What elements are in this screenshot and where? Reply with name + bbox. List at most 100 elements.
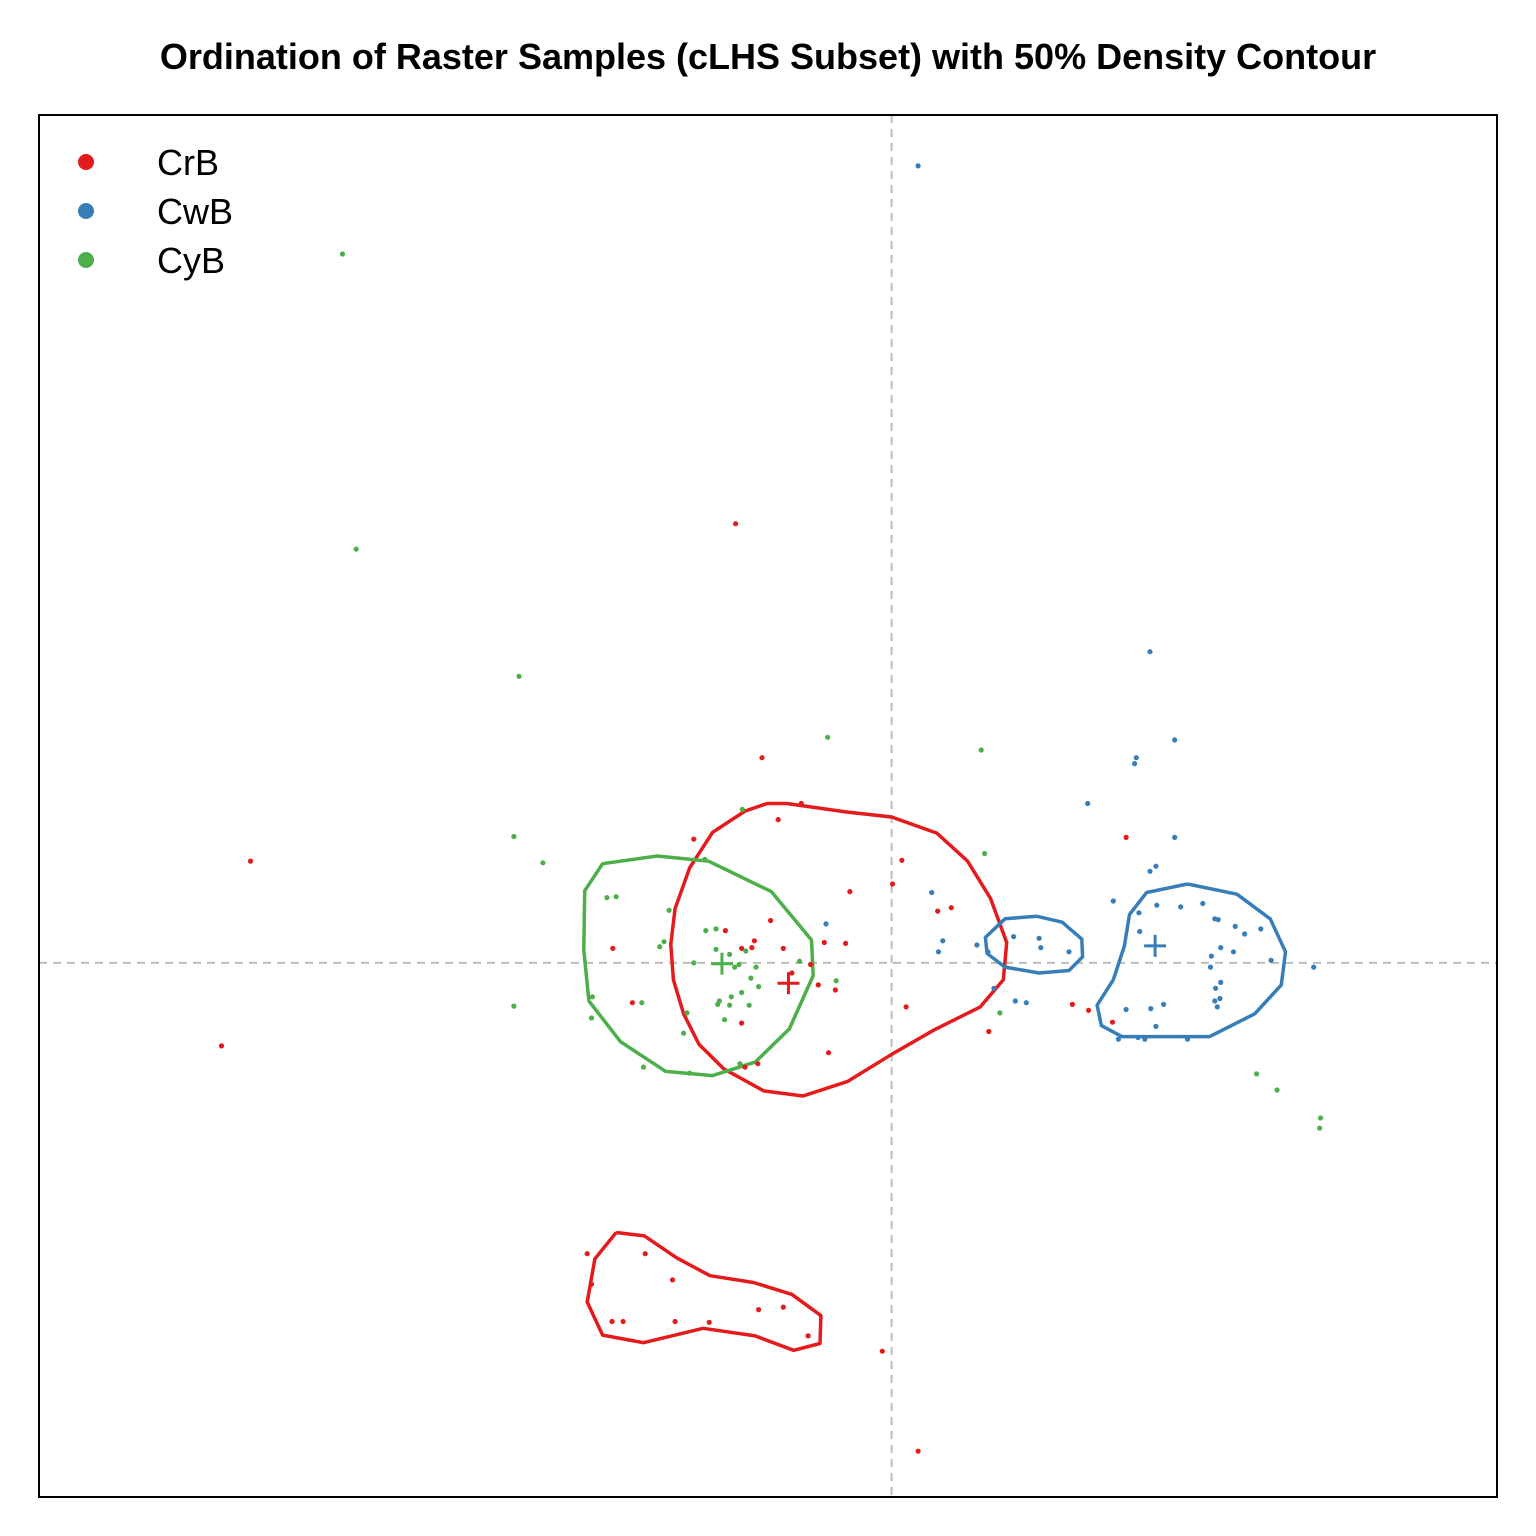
point-crb xyxy=(825,1050,832,1056)
point-crb xyxy=(935,908,941,914)
point-crb xyxy=(722,928,729,934)
point-cwb xyxy=(929,889,935,896)
point-crb xyxy=(642,1251,648,1257)
point-cwb xyxy=(1258,926,1264,932)
legend-label-crb: CrB xyxy=(157,142,219,183)
point-cwb xyxy=(1153,1023,1159,1029)
point-cyb xyxy=(657,944,663,950)
point-cyb xyxy=(681,1030,687,1036)
point-crb xyxy=(706,1319,712,1325)
point-cwb xyxy=(1132,761,1138,767)
point-crb xyxy=(691,836,697,842)
point-cwb xyxy=(915,163,921,169)
point-cyb xyxy=(511,1003,517,1009)
point-crb xyxy=(620,1318,626,1325)
point-crb xyxy=(588,1281,595,1287)
point-cyb xyxy=(736,961,742,968)
point-crb xyxy=(798,800,804,807)
point-crb xyxy=(218,1043,225,1049)
point-cyb xyxy=(982,850,988,857)
legend-swatch-cyb xyxy=(78,252,94,268)
point-cyb xyxy=(1274,1087,1280,1093)
point-crb xyxy=(843,940,849,947)
point-cyb xyxy=(732,964,738,970)
point-cwb xyxy=(823,921,829,927)
point-crb xyxy=(610,945,616,952)
point-cwb xyxy=(1012,998,1018,1004)
point-cwb xyxy=(1085,800,1091,807)
point-cwb xyxy=(1110,898,1116,904)
point-crb xyxy=(1123,834,1129,841)
contour-cwb-3 xyxy=(983,914,1085,975)
point-crb xyxy=(780,945,786,952)
point-crb xyxy=(759,755,765,761)
point-crb xyxy=(247,858,254,864)
point-cyb xyxy=(721,1017,728,1023)
point-cwb xyxy=(1242,931,1248,937)
point-cwb xyxy=(1038,945,1044,951)
point-cwb xyxy=(1214,1004,1220,1010)
point-crb xyxy=(609,1318,615,1325)
point-cyb xyxy=(743,948,749,954)
point-cwb xyxy=(991,985,997,991)
point-crb xyxy=(629,1000,636,1006)
plot-frame xyxy=(38,114,1498,1498)
point-cyb xyxy=(540,860,546,866)
point-cyb xyxy=(511,833,517,840)
point-cwb xyxy=(1066,949,1072,955)
centroid-crb xyxy=(777,972,800,995)
point-crb xyxy=(742,1064,748,1070)
point-cyb xyxy=(727,951,733,958)
point-cwb xyxy=(1023,1000,1029,1006)
point-cwb xyxy=(1217,995,1223,1002)
point-cwb xyxy=(1148,1006,1154,1012)
point-crb xyxy=(815,982,821,988)
point-cyb xyxy=(746,1002,752,1008)
point-cwb xyxy=(985,949,991,955)
point-cyb xyxy=(666,907,672,913)
point-cwb xyxy=(1135,1034,1141,1041)
point-cwb xyxy=(935,949,942,955)
reference-lines xyxy=(39,115,1497,1497)
point-cyb xyxy=(691,960,697,966)
point-crb xyxy=(847,889,853,895)
point-cwb xyxy=(1218,979,1224,986)
point-cwb xyxy=(1153,863,1159,869)
point-cwb xyxy=(1172,737,1178,743)
point-cyb xyxy=(715,1001,721,1008)
point-crb xyxy=(1069,1001,1075,1008)
point-cyb xyxy=(353,546,359,552)
point-crb xyxy=(1109,1019,1116,1025)
legend-swatch-cwb xyxy=(78,203,94,219)
point-cyb xyxy=(756,984,762,990)
point-cwb xyxy=(1200,900,1206,907)
point-cyb xyxy=(339,251,346,257)
point-cwb xyxy=(1036,935,1042,941)
legend-label-cyb: CyB xyxy=(157,240,225,281)
point-cwb xyxy=(1123,1006,1129,1013)
point-cyb xyxy=(796,958,803,964)
point-cwb xyxy=(1115,1036,1121,1042)
centroid-markers xyxy=(710,934,1167,995)
point-cyb xyxy=(978,747,984,753)
point-cwb xyxy=(940,938,946,944)
point-crb xyxy=(780,1304,786,1310)
contour-crb-1 xyxy=(585,1230,823,1353)
point-crb xyxy=(805,1333,811,1339)
point-cwb xyxy=(1207,964,1214,970)
point-crb xyxy=(889,881,896,887)
point-cyb xyxy=(684,1010,690,1016)
point-cyb xyxy=(997,1010,1003,1016)
point-cyb xyxy=(687,1070,693,1076)
point-cyb xyxy=(702,856,708,863)
point-cyb xyxy=(748,975,754,981)
point-crb xyxy=(821,939,827,946)
point-cwb xyxy=(974,942,980,948)
point-cwb xyxy=(1133,755,1139,761)
point-cwb xyxy=(1215,917,1221,923)
point-cyb xyxy=(1254,1071,1260,1077)
point-cyb xyxy=(713,946,719,952)
point-cwb xyxy=(1147,868,1153,874)
contour-crb-0 xyxy=(669,801,1009,1098)
